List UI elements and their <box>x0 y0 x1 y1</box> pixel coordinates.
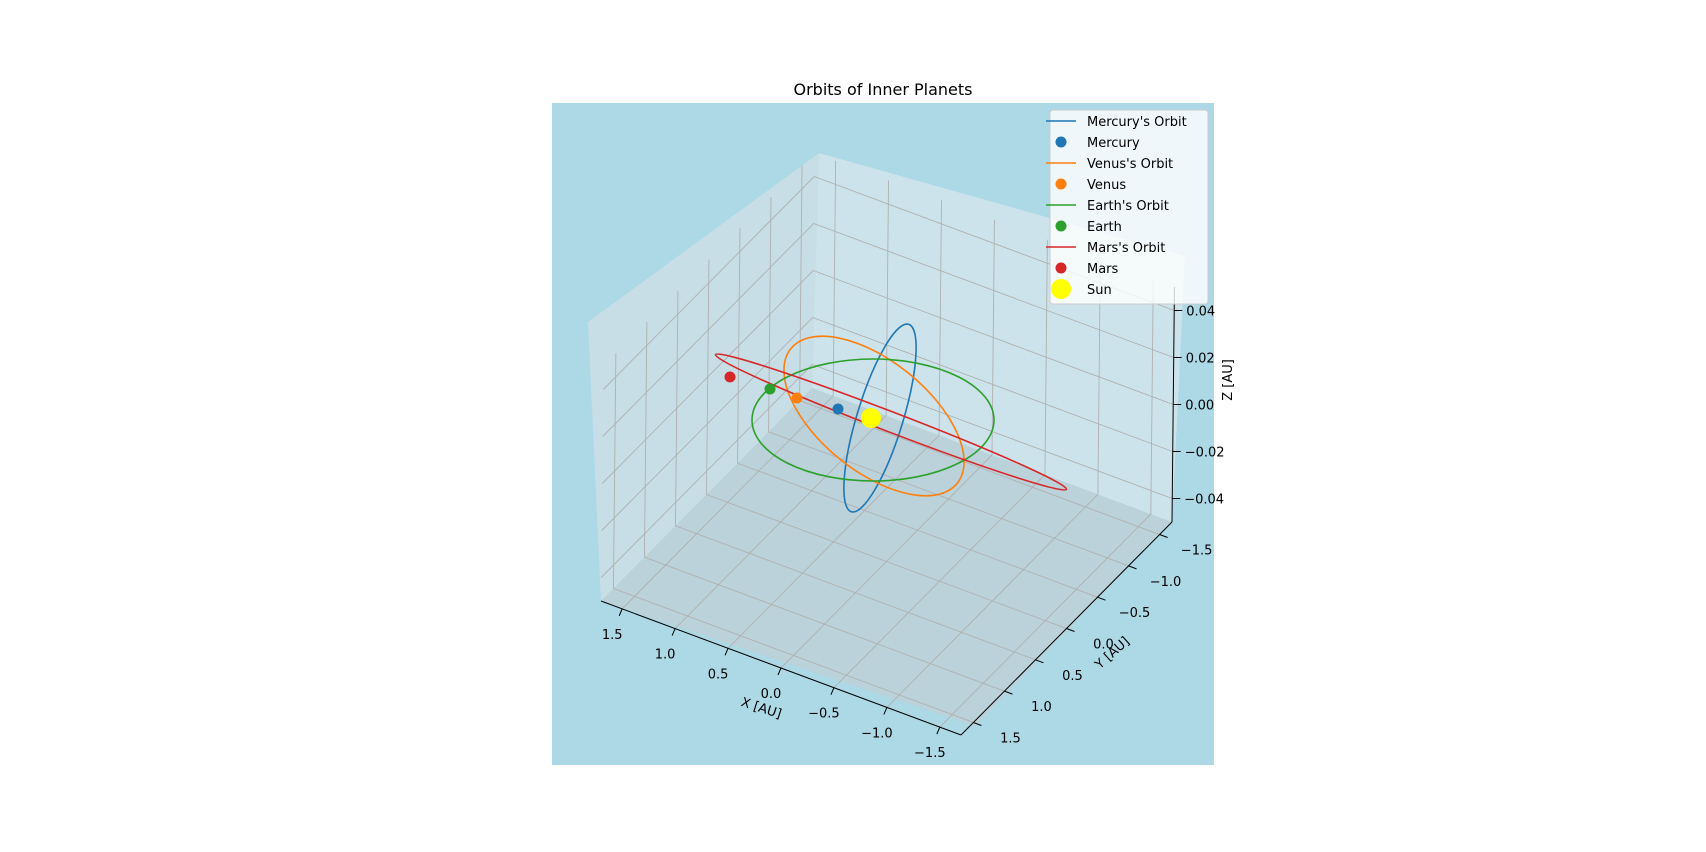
y-tick-mark <box>1004 690 1013 695</box>
left-pane-yz <box>588 153 819 601</box>
y-tick-label: −1.5 <box>1181 544 1213 559</box>
x-tick-mark <box>671 628 676 636</box>
y-tick-label: 0.0 <box>1093 638 1114 653</box>
gridline <box>768 431 1129 567</box>
grid-lines <box>600 160 1175 728</box>
legend-marker-swatch <box>1055 220 1067 232</box>
planet-marker <box>724 371 736 383</box>
planet-layer <box>724 371 881 428</box>
z-tick-label: 0.02 <box>1186 352 1215 367</box>
planet-marker <box>791 392 803 404</box>
legend-label: Earth's Orbit <box>1087 199 1169 214</box>
y-tick-label: 1.0 <box>1031 700 1052 715</box>
orbit-line <box>783 335 965 497</box>
z-tick-label: 0.00 <box>1185 399 1214 414</box>
legend-marker-swatch <box>1055 262 1067 274</box>
legend-box <box>1049 109 1209 305</box>
x-tick-mark <box>724 648 729 656</box>
gridline <box>737 462 1098 598</box>
gridline <box>644 556 1005 692</box>
legend-label: Venus's Orbit <box>1087 157 1173 172</box>
x-tick-label: −1.5 <box>914 746 946 761</box>
z-tick-label: −0.04 <box>1184 493 1224 508</box>
gridline <box>613 588 974 723</box>
x-tick-label: −1.0 <box>861 726 893 741</box>
y-tick-mark <box>973 722 982 726</box>
z-tick-label: 0.04 <box>1186 305 1215 320</box>
legend-label: Venus <box>1087 178 1126 193</box>
legend-label: Mercury <box>1087 136 1140 151</box>
planet-marker <box>764 383 776 395</box>
z-axis-label: Z [AU] <box>1221 359 1236 401</box>
floor-pane-xy <box>601 388 1172 726</box>
y-tick-mark <box>1097 596 1106 601</box>
gridline <box>602 222 1174 437</box>
gridline <box>601 269 1174 484</box>
x-tick-mark <box>777 667 782 676</box>
orbit-line <box>751 358 995 482</box>
x-tick-label: 0.0 <box>761 687 782 702</box>
y-tick-label: 0.5 <box>1062 669 1083 684</box>
legend-label: Mars <box>1087 262 1119 277</box>
orbit-layer <box>714 323 1068 513</box>
legend-marker-swatch <box>1055 136 1067 148</box>
y-tick-mark <box>1035 659 1044 664</box>
x-tick-mark <box>618 608 623 617</box>
legend: Mercury's Orbit Mercury Venus's Orbit Venus… <box>1046 109 1209 305</box>
legend-marker-swatch <box>1055 178 1067 190</box>
chart-title: Orbits of Inner Planets <box>794 80 973 99</box>
y-tick-mark <box>1159 534 1168 538</box>
planet-marker <box>861 408 881 428</box>
x-tick-mark <box>936 726 941 735</box>
y-tick-label: −0.5 <box>1119 606 1151 621</box>
tick-layer: 1.51.00.50.0−0.5−1.0−1.5−1.5−1.0−0.50.00… <box>602 305 1225 762</box>
orbit-line <box>714 353 1068 491</box>
x-tick-mark <box>883 707 888 715</box>
x-tick-label: −0.5 <box>808 707 840 722</box>
legend-label: Mercury's Orbit <box>1087 115 1187 130</box>
gridline <box>600 363 1173 578</box>
x-tick-mark <box>830 687 835 695</box>
gridline <box>799 400 1160 535</box>
legend-label: Earth <box>1087 220 1122 235</box>
z-tick-label: −0.02 <box>1185 446 1225 461</box>
legend-label: Mars's Orbit <box>1087 241 1165 256</box>
legend-label: Sun <box>1087 283 1112 298</box>
y-tick-label: 1.5 <box>1000 731 1021 746</box>
x-tick-label: 1.0 <box>655 648 676 663</box>
gridline <box>675 525 1036 661</box>
gridline <box>601 316 1173 531</box>
planet-marker <box>832 403 844 415</box>
x-tick-label: 1.5 <box>602 628 623 643</box>
gridline <box>706 494 1067 629</box>
y-tick-mark <box>1066 628 1075 632</box>
x-tick-label: 0.5 <box>708 667 729 682</box>
y-tick-label: −1.0 <box>1150 575 1182 590</box>
y-tick-mark <box>1128 565 1137 570</box>
orbit-line <box>843 323 917 513</box>
legend-marker-swatch <box>1051 279 1071 299</box>
